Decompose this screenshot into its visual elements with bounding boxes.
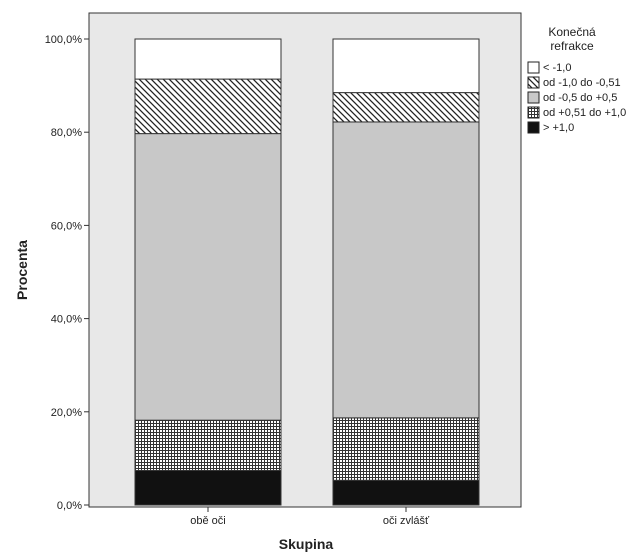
- y-axis: 0,0% 20,0% 40,0% 60,0% 80,0% 100,0%: [45, 34, 89, 512]
- legend-label: < -1,0: [543, 62, 571, 74]
- bar-segment: [332, 38, 480, 94]
- y-axis-title: Procenta: [14, 240, 30, 300]
- bar-segment: [332, 92, 480, 123]
- legend-swatch: [527, 76, 540, 89]
- y-tick-label: 60,0%: [51, 220, 82, 232]
- legend: Konečná refrakce < -1,0 od -1,0 do -0,51 o…: [527, 25, 626, 134]
- bar-segment: [332, 479, 480, 506]
- x-axis-title: Skupina: [279, 536, 334, 552]
- bars: [134, 38, 480, 506]
- y-tick-label: 80,0%: [51, 127, 82, 139]
- bar-segment: [134, 78, 282, 135]
- bar-segment: [332, 417, 480, 481]
- bar-segment: [332, 121, 480, 419]
- y-tick-label: 40,0%: [51, 314, 82, 326]
- legend-swatch: [527, 106, 540, 119]
- bar-segment: [134, 133, 282, 421]
- legend-label: od -0,5 do +0,5: [543, 92, 617, 104]
- legend-swatch: [527, 91, 540, 104]
- legend-label: > +1,0: [543, 122, 574, 134]
- bar-segment: [134, 38, 282, 80]
- legend-swatch: [527, 121, 540, 134]
- legend-label: od +0,51 do +1,0: [543, 107, 626, 119]
- legend-swatch: [527, 61, 540, 74]
- bar-segment: [134, 419, 282, 472]
- y-tick-label: 100,0%: [45, 34, 83, 46]
- x-tick-label: oči zvlášť: [383, 515, 430, 527]
- legend-title-line-1: Konečná: [548, 25, 596, 39]
- bar-segment: [134, 470, 282, 506]
- y-tick-label: 20,0%: [51, 407, 82, 419]
- legend-title-line-2: refrakce: [550, 39, 594, 53]
- legend-label: od -1,0 do -0,51: [543, 77, 621, 89]
- y-tick-label: 0,0%: [57, 500, 82, 512]
- x-tick-label: obě oči: [190, 515, 225, 527]
- x-axis: obě oči oči zvlášť: [190, 507, 430, 527]
